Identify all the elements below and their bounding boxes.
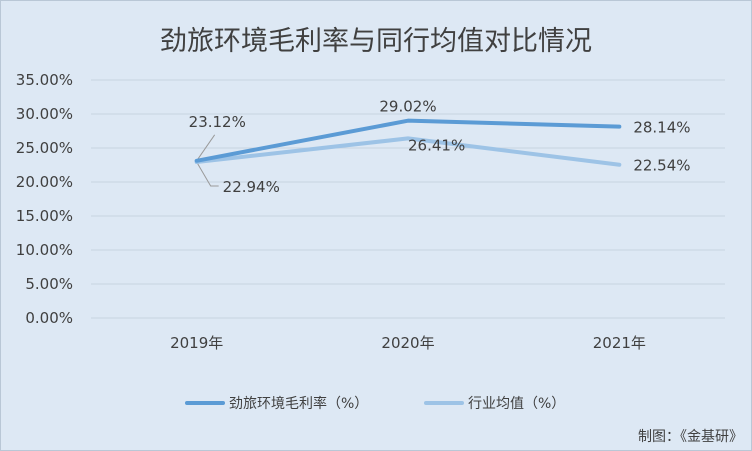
y-tick-label: 10.00% xyxy=(16,241,73,259)
y-tick-label: 0.00% xyxy=(25,309,73,327)
data-label: 28.14% xyxy=(633,119,690,137)
label-leader-lines xyxy=(196,134,219,187)
x-tick-label: 2019年 xyxy=(170,334,223,352)
x-tick-label: 2021年 xyxy=(593,334,646,352)
y-axis-ticks: 0.00% 5.00% 10.00% 15.00% 20.00% 25.00% 30.00%… xyxy=(16,71,73,327)
legend-label: 劲旅环境毛利率（%） xyxy=(229,395,368,412)
y-tick-label: 15.00% xyxy=(16,207,73,225)
y-tick-label: 35.00% xyxy=(16,71,73,89)
series-line-1 xyxy=(194,136,622,167)
y-tick-label: 20.00% xyxy=(16,173,73,191)
data-label: 23.12% xyxy=(189,113,246,131)
legend: 劲旅环境毛利率（%） 行业均值（%） xyxy=(185,395,565,412)
data-label: 22.94% xyxy=(223,178,280,196)
legend-label: 行业均值（%） xyxy=(468,396,565,412)
chart-credit: 制图：《金基研》 xyxy=(638,428,743,445)
x-tick-label: 2020年 xyxy=(381,334,434,352)
leader-line xyxy=(196,161,219,187)
gridlines xyxy=(91,79,725,319)
data-label: 26.41% xyxy=(408,136,465,154)
y-tick-label: 25.00% xyxy=(16,139,73,157)
series-lines xyxy=(194,118,622,167)
x-axis-ticks: 2019年 2020年 2021年 xyxy=(170,334,646,352)
data-label: 22.54% xyxy=(633,157,690,175)
y-tick-label: 30.00% xyxy=(16,105,73,123)
data-labels: 23.12% 29.02% 28.14% 22.94% 26.41% 22.54% xyxy=(189,98,691,196)
data-label: 29.02% xyxy=(379,98,436,116)
chart-title: 劲旅环境毛利率与同行均值对比情况 xyxy=(160,26,592,57)
series-line-0 xyxy=(194,118,622,163)
leader-line xyxy=(196,134,216,162)
y-tick-label: 5.00% xyxy=(25,275,73,293)
